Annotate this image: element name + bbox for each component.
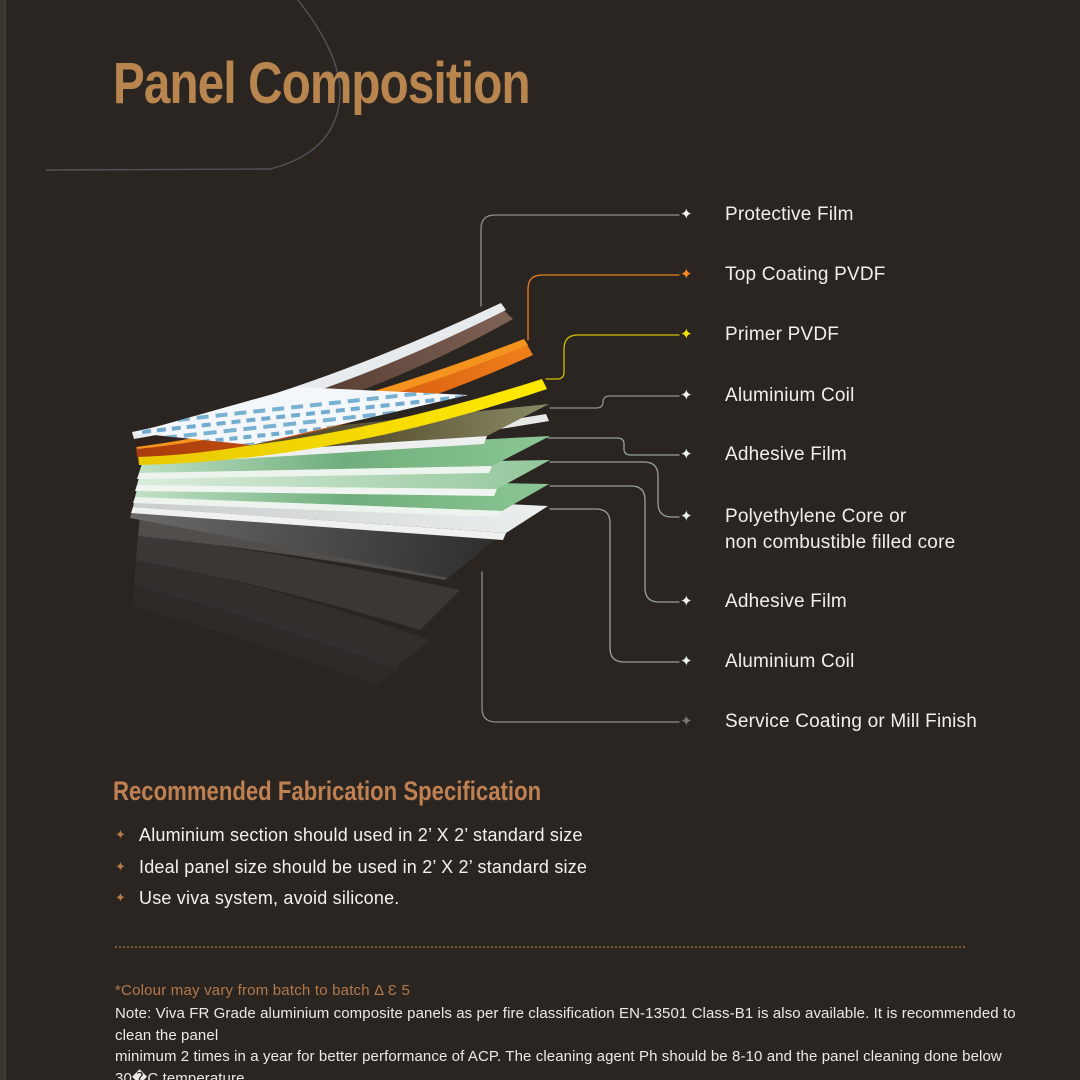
layer-marker-icon: ✦ [680,508,693,525]
layer-row-service-coating: ✦ Service Coating or Mill Finish [680,709,977,735]
spec-item-text: Aluminium section should used in 2’ X 2’… [139,824,583,845]
layer-label: Top Coating PVDF [725,264,886,285]
layer-row-adhesive-film-bottom: ✦ Adhesive Film [680,589,847,615]
page-title: Panel Composition [113,51,531,116]
layer-label: Primer PVDF [725,324,840,345]
dotted-divider [115,946,965,948]
layer-marker-icon: ✦ [680,713,693,730]
layer-row-aluminium-coil-top: ✦ Aluminium Coil [680,383,855,409]
left-edge-strip [0,0,6,1080]
bullet-star-icon: ✦ [115,890,126,905]
spec-item: ✦ Aluminium section should used in 2’ X … [115,823,583,847]
layer-row-aluminium-coil-bottom: ✦ Aluminium Coil [680,649,855,675]
spec-item: ✦ Ideal panel size should be used in 2’ … [115,855,587,879]
spec-heading: Recommended Fabrication Specification [113,776,542,806]
spec-item-text: Use viva system, avoid silicone. [139,887,400,908]
layer-marker-icon: ✦ [680,387,693,404]
layer-label: Aluminium Coil [725,651,855,672]
spec-item: ✦ Use viva system, avoid silicone. [115,886,400,910]
layer-row-primer: ✦ Primer PVDF [680,322,839,348]
colour-variation-note: *Colour may vary from batch to batch Δ Ɛ… [115,982,411,999]
layer-marker-icon: ✦ [680,266,693,283]
layer-label: Service Coating or Mill Finish [725,711,978,732]
layer-label: Aluminium Coil [725,385,855,406]
layer-label: Protective Film [725,204,854,225]
layer-label: Adhesive Film [725,444,847,465]
layer-marker-icon: ✦ [680,653,693,670]
layer-row-core: ✦ Polyethylene Core or non combustible fi… [680,504,955,556]
layer-marker-icon: ✦ [680,446,693,463]
layer-marker-icon: ✦ [680,593,693,610]
layer-label: Polyethylene Core or non combustible fill… [725,506,956,553]
connector-lines [480,214,680,723]
spec-item-text: Ideal panel size should be used in 2’ X … [139,856,588,877]
bullet-star-icon: ✦ [115,859,126,874]
layer-row-top-coating: ✦ Top Coating PVDF [680,262,886,288]
layer-row-protective-film: ✦ Protective Film [680,202,854,228]
layer-row-adhesive-film-top: ✦ Adhesive Film [680,442,847,468]
fr-grade-note: Note: Viva FR Grade aluminium composite … [115,1005,1016,1080]
layer-marker-icon: ✦ [680,206,693,223]
layer-label: Adhesive Film [725,591,847,612]
bullet-star-icon: ✦ [115,827,126,842]
layer-marker-icon: ✦ [680,326,693,343]
panel-layer-sheets [130,303,550,578]
